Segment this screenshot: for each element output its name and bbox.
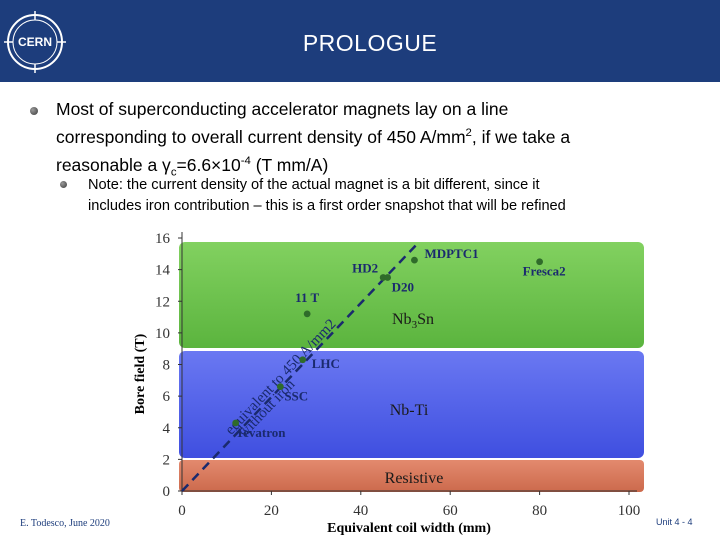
cern-logo: CERN [4,11,66,73]
main-line-3: reasonable a γc=6.6×10-4 (T mm/A) [56,154,329,179]
magnet-point-label: Tevatron [236,425,287,440]
y-tick-label: 10 [155,326,170,342]
magnet-point-label: HD2 [352,261,378,276]
footer-page-number: Unit 4 - 4 [656,517,693,527]
main-bullet-text: Most of superconducting accelerator magn… [56,97,696,184]
magnet-point [411,256,418,264]
x-tick-label: 0 [178,503,186,519]
y-tick-label: 0 [163,484,171,500]
y-tick-label: 4 [163,421,171,437]
y-tick-label: 12 [155,294,170,310]
logo-text: CERN [18,35,52,49]
magnet-point-label: D20 [392,280,414,295]
y-tick-label: 2 [163,452,171,468]
nb3sn-region [179,242,644,348]
y-tick-label: 8 [163,358,171,374]
region-label-nbti: Nb-Ti [390,402,429,419]
main-line-2: corresponding to overall current density… [56,126,571,147]
nbti-region [179,351,644,458]
magnet-point [536,258,543,266]
y-tick-label: 16 [155,231,171,247]
x-axis-label: Equivalent coil width (mm) [327,521,491,536]
note-line-2: includes iron contribution – this is a f… [88,198,566,214]
x-tick-label: 40 [353,503,368,519]
magnet-points: Tevatron SSC LHC 11 T HD2 D20 MDPTC1 Fresca2 [232,246,566,440]
magnet-point-label: LHC [312,356,340,371]
page-title: PROLOGUE [302,30,438,56]
title-bar: CERN PROLOGUE [0,0,720,82]
magnet-point [232,419,240,427]
current-density-dashed-line [181,244,417,492]
note-line-1: Note: the current density of the actual … [88,177,540,193]
magnet-point-label: MDPTC1 [424,246,478,261]
sub-bullet-icon [60,181,67,188]
y-tick-label: 6 [163,389,171,405]
region-label-resistive: Resistive [385,470,444,487]
x-tick-label: 60 [443,503,458,519]
x-tick-label: 80 [532,503,547,519]
x-tick-label: 20 [264,503,279,519]
chart-axes: 0 2 4 6 8 10 12 14 16 0 20 40 60 80 100 [155,231,640,519]
magnet-point-label: SSC [284,389,308,404]
x-tick-label: 100 [618,503,641,519]
magnet-point [303,310,311,318]
region-label-nb3sn: Nb3Sn [392,311,434,331]
magnet-point [276,383,284,391]
magnet-point [299,356,307,364]
y-axis-label: Bore field (T) [133,333,148,414]
main-line-1: Most of superconducting accelerator magn… [56,99,509,119]
bullet-icon [30,107,38,115]
magnet-point-label: 11 T [295,290,319,305]
magnet-point-label: Fresca2 [523,264,566,279]
resistive-region [179,460,644,492]
note-bullet-text: Note: the current density of the actual … [88,175,700,217]
y-tick-label: 14 [155,263,171,279]
magnet-point [384,274,392,281]
footer-author: E. Todesco, June 2020 [20,518,110,529]
